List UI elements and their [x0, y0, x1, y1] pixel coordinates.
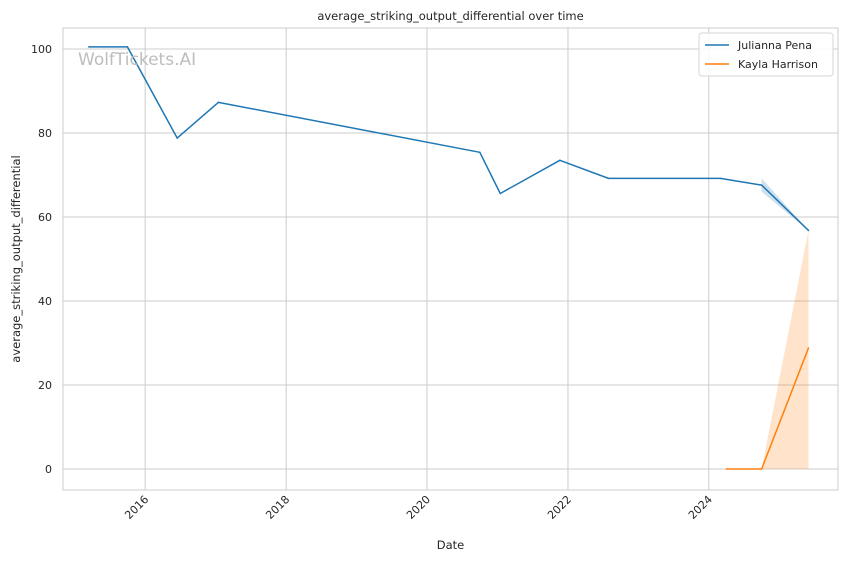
x-axis-label: Date	[437, 538, 465, 552]
data-point-julianna-pena-2	[176, 137, 178, 139]
y-tick-label-80: 80	[38, 127, 52, 140]
plot-background	[63, 28, 838, 490]
data-point-julianna-pena-7	[607, 177, 610, 180]
data-point-julianna-pena-4	[479, 151, 481, 154]
confidence-band-julianna-pena	[761, 178, 809, 231]
data-point-julianna-pena-5	[499, 192, 502, 195]
data-point-julianna-pena-1	[126, 46, 129, 48]
confidence-band-kayla-harrison	[761, 230, 809, 469]
y-tick-label-60: 60	[38, 211, 52, 224]
y-tick-label-100: 100	[31, 43, 52, 56]
x-axis-ticks: 2016 2018 2020 2022 2024	[122, 493, 715, 522]
data-point-kayla-harrison-2	[807, 347, 810, 349]
series-lines	[88, 46, 810, 470]
grid-lines	[63, 28, 838, 490]
data-point-julianna-pena-6	[559, 159, 561, 162]
y-tick-label-20: 20	[38, 379, 52, 392]
legend-box	[698, 32, 834, 77]
watermark: WolfTickets.AI	[78, 50, 196, 70]
data-point-julianna-pena-0	[88, 46, 90, 48]
x-tick-label-2016: 2016	[122, 493, 151, 522]
data-point-julianna-pena-8	[719, 177, 722, 180]
legend-label-kayla-harrison: Kayla Harrison	[738, 58, 818, 71]
confidence-bands	[761, 178, 809, 469]
data-point-kayla-harrison-1	[760, 468, 763, 470]
y-axis-ticks: 0 20 40 60 80 100	[31, 43, 52, 476]
x-tick-label-2020: 2020	[404, 493, 433, 522]
data-point-kayla-harrison-0	[725, 468, 728, 470]
data-point-julianna-pena-9	[760, 184, 763, 186]
y-tick-label-0: 0	[45, 463, 52, 476]
x-tick-label-2022: 2022	[545, 493, 574, 522]
plot-frame	[62, 27, 839, 491]
y-axis-label: average_striking_output_differential	[9, 155, 23, 362]
data-point-julianna-pena-3	[217, 101, 220, 104]
legend-label-julianna-pena: Julianna Pena	[737, 39, 812, 52]
legend: Julianna Pena Kayla Harrison	[698, 32, 834, 77]
data-point-julianna-pena-10	[807, 229, 810, 232]
x-tick-label-2018: 2018	[263, 493, 292, 522]
chart-title: average_striking_output_differential ove…	[317, 9, 583, 23]
y-tick-label-40: 40	[38, 295, 52, 308]
x-tick-label-2024: 2024	[686, 493, 715, 522]
